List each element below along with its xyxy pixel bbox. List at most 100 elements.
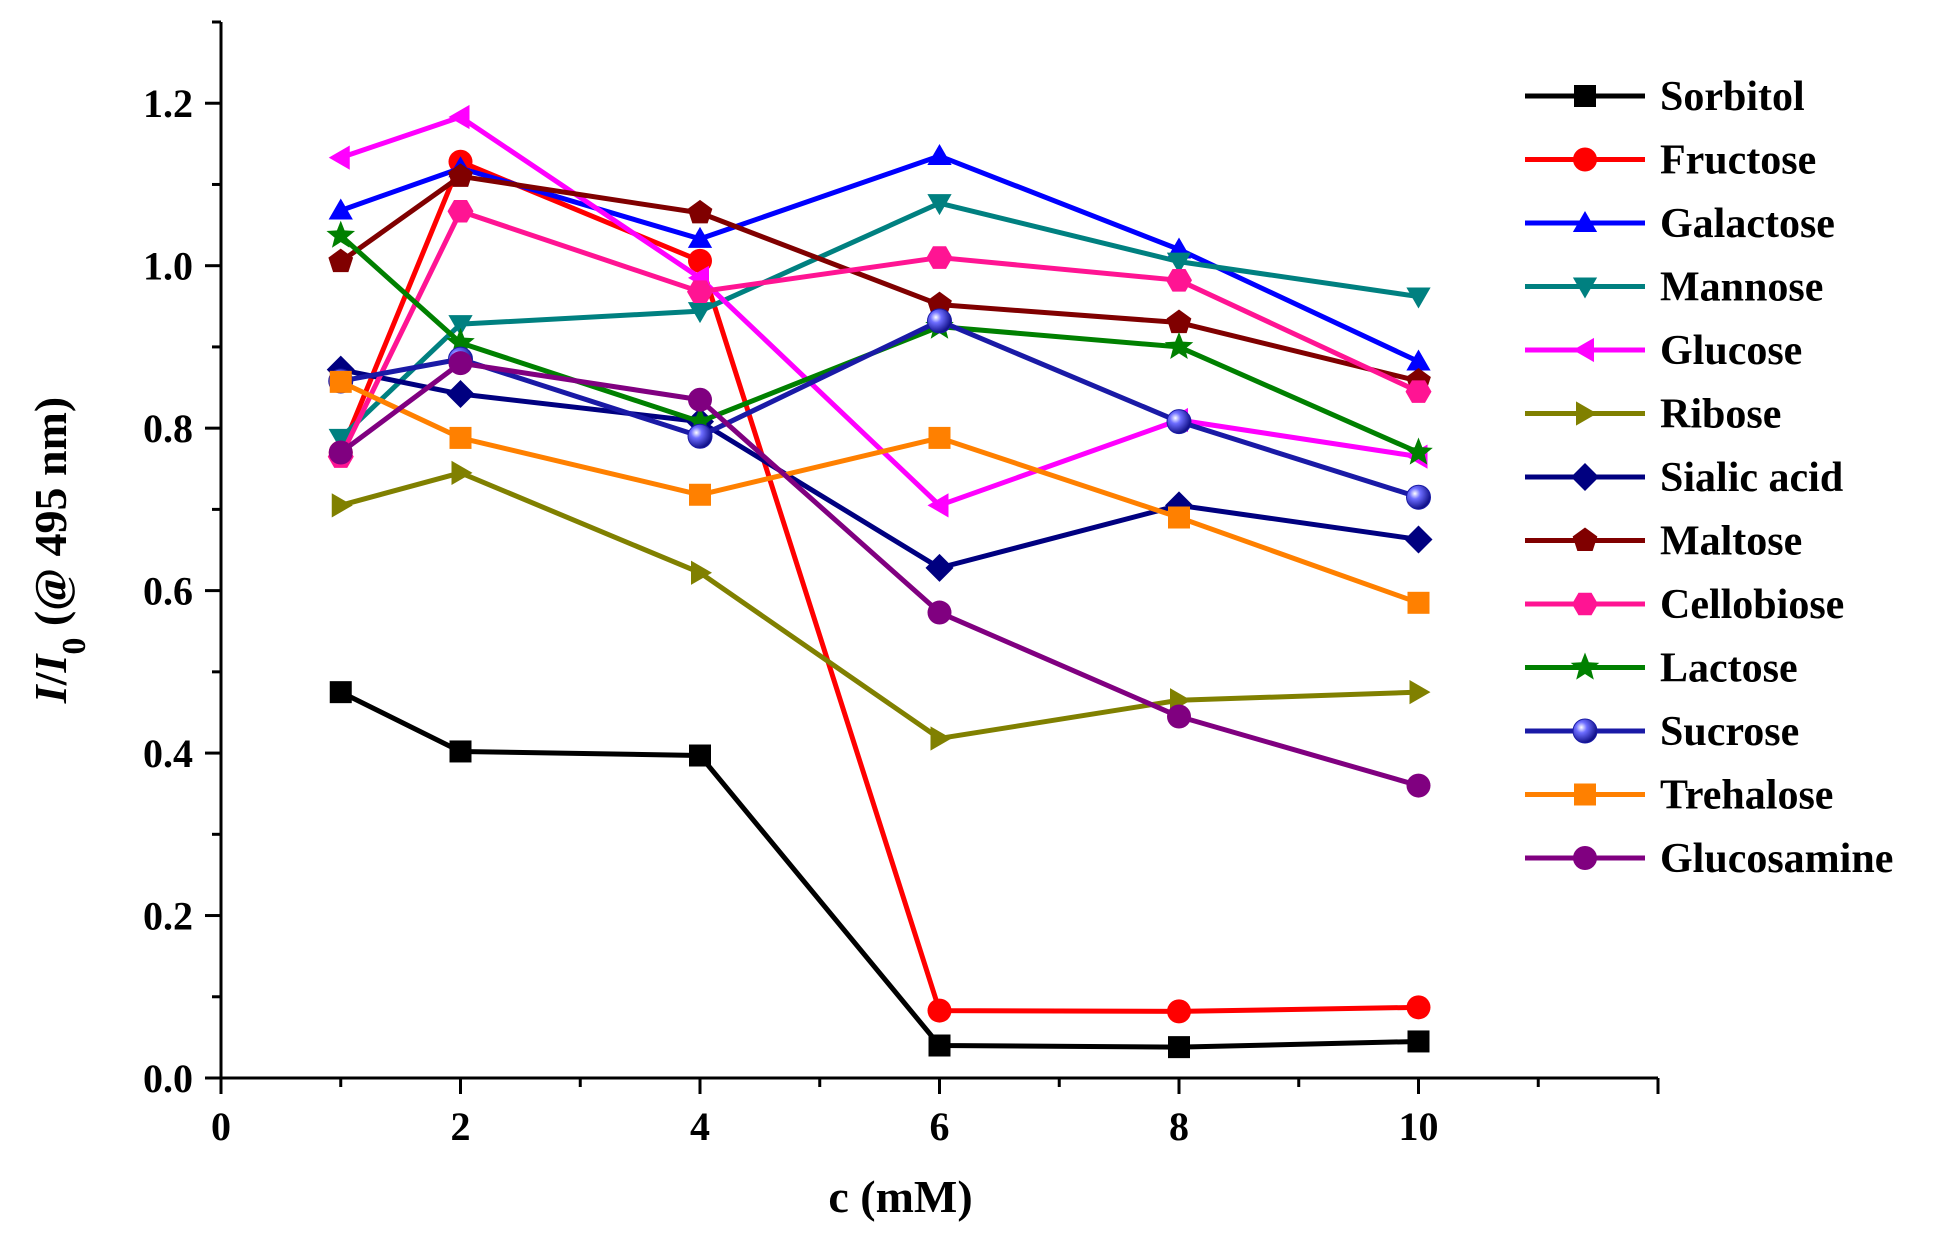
legend-label: Sialic acid <box>1660 455 1843 501</box>
data-point-trehalose <box>928 426 951 449</box>
series-ribose <box>331 460 1431 751</box>
axes: 0 2 4 6 8 10 0.0 0.2 0.4 0.6 0.8 1.0 1.2 c (mM) I/I0 (… <box>25 20 1660 1222</box>
data-point-sorbitol <box>1168 1036 1190 1059</box>
data-point-sialic-acid <box>1404 525 1433 554</box>
series-line-trehalose <box>339 379 1420 606</box>
series-galactose <box>328 144 1431 371</box>
legend-item-glucose: Glucose <box>1525 328 1802 374</box>
data-point-lactose <box>446 327 475 355</box>
legend-label: Sucrose <box>1660 709 1799 755</box>
data-point-trehalose <box>1407 591 1430 614</box>
data-point-mannose <box>687 302 713 324</box>
y-tick-label: 1.0 <box>143 244 193 289</box>
legend-item-trehalose: Trehalose <box>1525 773 1833 819</box>
legend-marker <box>1574 85 1596 107</box>
data-point-galactose <box>1406 349 1431 371</box>
data-point-cellobiose <box>447 200 474 223</box>
data-point-sorbitol <box>1407 1030 1430 1053</box>
legend-label: Cellobiose <box>1660 582 1844 628</box>
legend-item-sucrose: Sucrose <box>1525 709 1799 755</box>
x-axis-title: c (mM) <box>828 1171 972 1222</box>
legend-item-mannose: Mannose <box>1525 265 1823 311</box>
series-line-maltose <box>339 173 1420 384</box>
legend-label: Maltose <box>1660 519 1802 565</box>
data-point-maltose <box>328 248 354 273</box>
data-point-cellobiose <box>1166 269 1192 292</box>
data-point-trehalose <box>1168 506 1190 529</box>
data-point-glucosamine <box>1406 773 1431 798</box>
y-tick-label: 1.2 <box>143 81 193 126</box>
data-point-glucosamine <box>328 440 353 465</box>
data-point-galactose <box>328 198 353 220</box>
data-point-maltose <box>448 163 473 187</box>
x-tick-label: 0 <box>211 1104 231 1149</box>
series-line-mannose <box>339 200 1419 440</box>
data-point-mannose <box>328 428 353 450</box>
data-point-ribose <box>691 560 712 585</box>
data-point-glucosamine <box>927 600 952 625</box>
legend-label: Sorbitol <box>1660 74 1805 120</box>
data-point-maltose <box>1166 309 1192 334</box>
data-point-glucose <box>328 145 350 170</box>
legend-item-cellobiose: Cellobiose <box>1525 582 1844 628</box>
legend-marker <box>1572 277 1598 299</box>
legend-marker <box>1573 337 1594 363</box>
data-point-sucrose <box>687 423 713 449</box>
legend-marker <box>1572 527 1598 552</box>
data-point-sorbitol <box>329 681 352 704</box>
legend-label: Ribose <box>1660 392 1781 438</box>
data-point-trehalose <box>449 426 472 449</box>
x-tick-label: 4 <box>690 1104 710 1149</box>
data-point-lactose <box>1404 437 1433 465</box>
data-point-sialic-acid <box>446 380 475 409</box>
legend-marker <box>1576 401 1597 426</box>
legend-label: Glucose <box>1660 328 1802 374</box>
legend-label: Trehalose <box>1660 773 1833 819</box>
data-point-glucosamine <box>1167 704 1191 729</box>
legend-label: Fructose <box>1660 138 1816 184</box>
legend-item-lactose: Lactose <box>1525 646 1798 692</box>
legend-item-sialic-acid: Sialic acid <box>1525 455 1843 501</box>
data-point-sucrose <box>927 308 952 334</box>
x-tick-label: 2 <box>451 1104 471 1149</box>
legend-label: Galactose <box>1660 201 1835 247</box>
data-point-galactose <box>927 144 952 166</box>
data-point-lactose <box>1164 331 1194 360</box>
data-point-sorbitol <box>928 1034 951 1057</box>
legend-marker <box>1572 718 1598 744</box>
x-tick-label: 10 <box>1399 1104 1439 1149</box>
data-point-glucose <box>448 104 470 130</box>
series-line-glucosamine <box>339 360 1420 788</box>
legend-item-ribose: Ribose <box>1525 392 1781 438</box>
data-point-sialic-acid <box>925 553 954 582</box>
legend-marker <box>1573 147 1597 172</box>
data-point-glucosamine <box>448 351 473 376</box>
legend-marker <box>1574 783 1596 806</box>
series-sorbitol <box>329 681 1430 1059</box>
series-line-cellobiose <box>338 208 1420 458</box>
data-point-trehalose <box>329 370 352 393</box>
y-tick-label: 0.6 <box>143 569 193 614</box>
data-point-fructose <box>1406 995 1431 1020</box>
legend-marker <box>1573 846 1597 870</box>
legend-label: Glucosamine <box>1660 836 1893 882</box>
series-line-ribose <box>340 470 1419 741</box>
legend-marker <box>1572 211 1598 232</box>
data-point-cellobiose <box>1405 380 1432 403</box>
data-point-glucose <box>927 493 949 518</box>
legend-item-maltose: Maltose <box>1525 519 1802 565</box>
legend-label: Lactose <box>1660 646 1798 692</box>
legend-label: Mannose <box>1660 265 1823 311</box>
data-point-sucrose <box>1166 409 1192 435</box>
y-tick-label: 0.4 <box>143 731 193 776</box>
data-point-fructose <box>927 998 952 1023</box>
series-cellobiose <box>327 200 1432 468</box>
legend-item-galactose: Galactose <box>1525 201 1835 247</box>
data-point-mannose <box>927 194 952 216</box>
y-tick-label: 0.2 <box>143 894 193 939</box>
series-line-sialic-acid <box>340 367 1419 571</box>
data-point-ribose <box>1409 680 1431 705</box>
legend-marker <box>1570 652 1600 680</box>
data-point-mannose <box>1166 252 1192 274</box>
